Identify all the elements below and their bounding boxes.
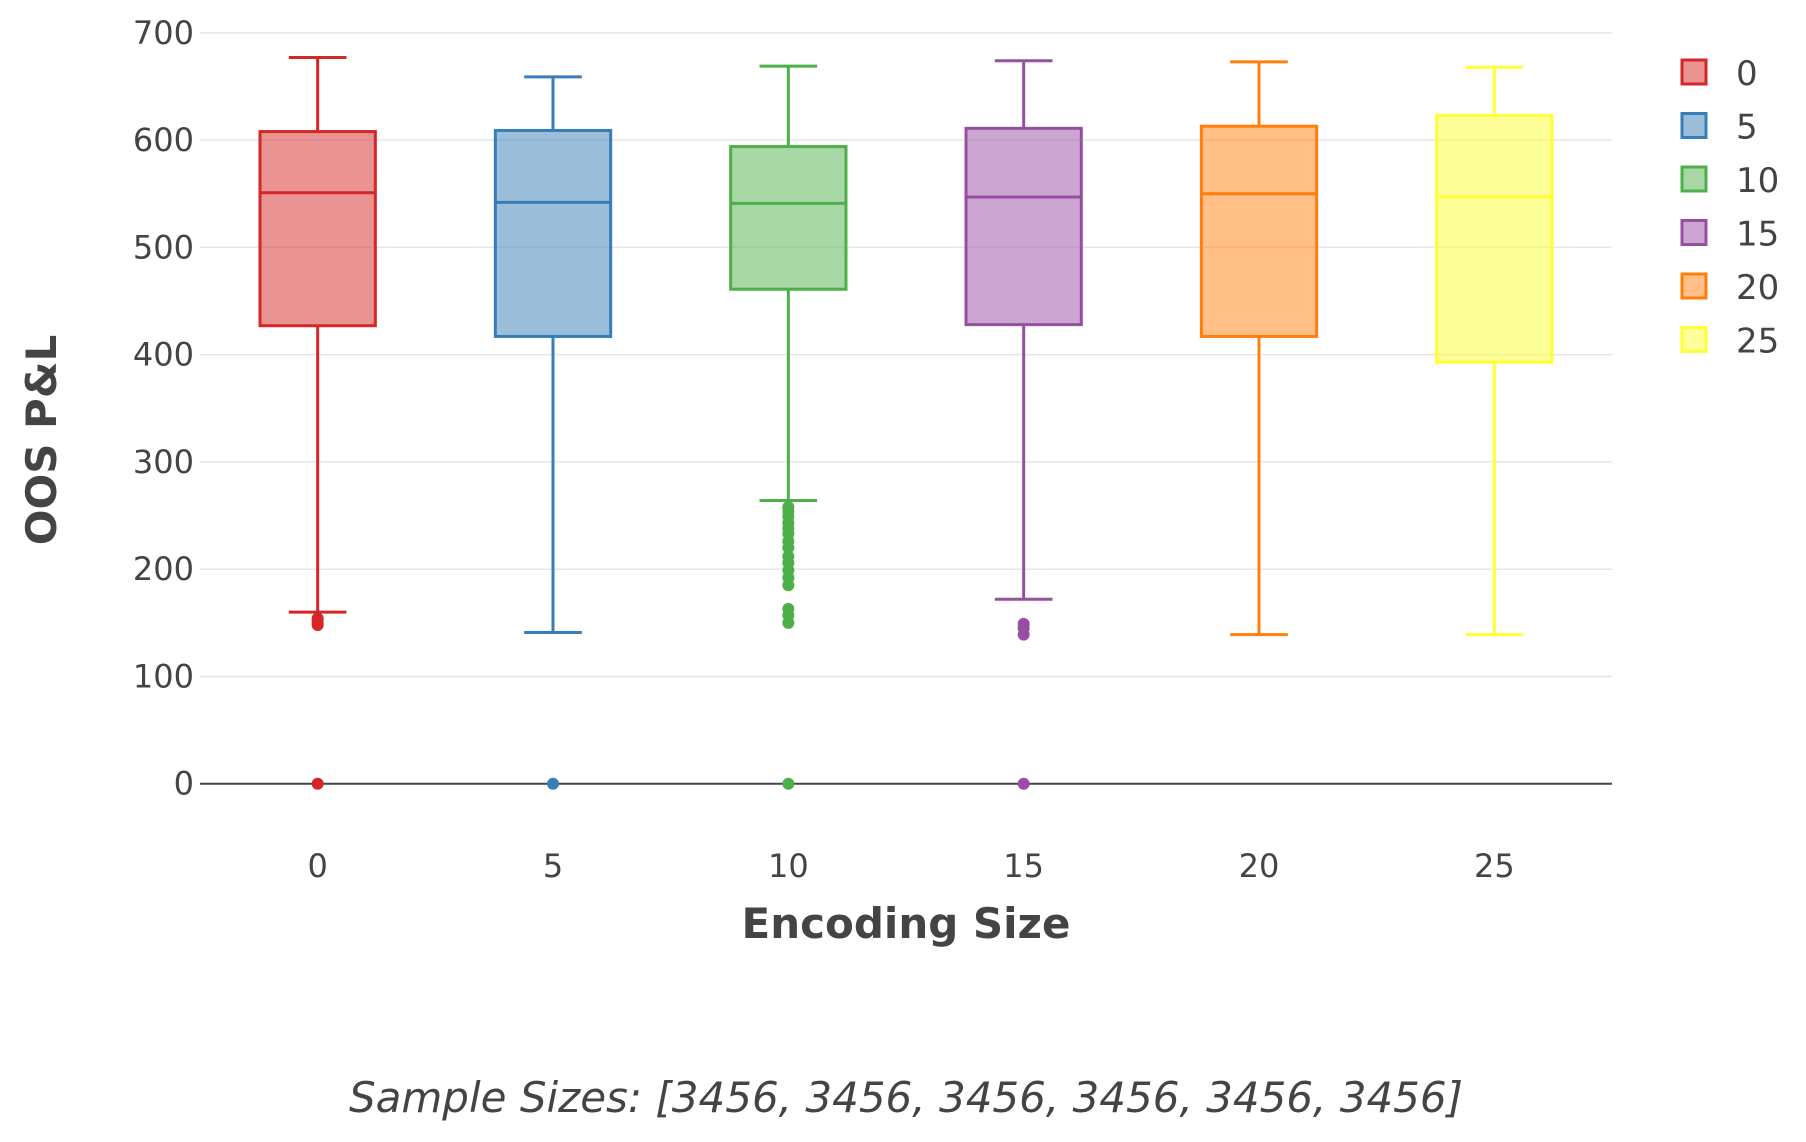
box-body (1435, 113, 1554, 364)
outlier-point (311, 612, 324, 625)
legend-swatch (1680, 219, 1708, 246)
y-tick-label: 200 (133, 550, 194, 588)
legend-label: 5 (1736, 108, 1758, 148)
outlier-point (311, 777, 324, 790)
y-tick-label: 700 (133, 14, 194, 52)
box-0 (258, 56, 377, 790)
legend: 0 5 10 15 20 25 (1680, 54, 1779, 362)
y-tick-label: 0 (174, 765, 194, 803)
box-body (258, 130, 377, 328)
y-axis-ticks: 0 100 200 300 400 500 600 700 (133, 14, 194, 803)
legend-label: 25 (1736, 322, 1779, 362)
legend-label: 0 (1736, 54, 1758, 94)
x-tick-label: 15 (1003, 847, 1044, 885)
box-body (1199, 124, 1319, 338)
outlier-point (782, 616, 795, 629)
x-axis-title: Encoding Size (742, 899, 1071, 948)
box-15 (964, 59, 1083, 790)
x-tick-label: 10 (768, 847, 809, 885)
gridlines (200, 32, 1612, 785)
legend-swatch (1680, 272, 1708, 300)
legend-label: 15 (1736, 215, 1779, 255)
outlier-point (547, 777, 559, 790)
outlier-point (782, 777, 795, 790)
box-25 (1435, 65, 1554, 637)
box-10 (729, 64, 848, 790)
x-tick-label: 0 (307, 847, 327, 885)
legend-swatch (1680, 58, 1708, 86)
x-tick-label: 5 (543, 847, 563, 885)
sample-sizes-annotation: Sample Sizes: [3456, 3456, 3456, 3456, 3… (349, 1073, 1463, 1122)
box-body (964, 126, 1083, 327)
legend-label: 10 (1736, 161, 1779, 201)
box-body (493, 128, 613, 338)
x-axis-ticks: 0 5 10 15 20 25 (307, 847, 1514, 885)
outlier-point (782, 579, 795, 592)
y-axis-title: OOS P&L (17, 335, 66, 545)
box-series (258, 56, 1554, 790)
legend-label: 20 (1736, 268, 1779, 308)
box-body (729, 145, 848, 291)
y-tick-label: 400 (133, 336, 194, 374)
y-tick-label: 100 (133, 657, 194, 695)
y-tick-label: 500 (133, 228, 194, 266)
box-20 (1199, 60, 1319, 637)
legend-swatch (1680, 326, 1708, 353)
y-tick-label: 600 (133, 121, 194, 159)
outlier-point (1017, 628, 1030, 641)
y-tick-label: 300 (133, 443, 194, 481)
box-5 (493, 75, 613, 790)
legend-swatch (1680, 112, 1708, 139)
x-tick-label: 25 (1474, 847, 1515, 885)
legend-swatch (1680, 165, 1708, 193)
outlier-point (782, 541, 795, 554)
x-tick-label: 20 (1239, 847, 1280, 885)
outlier-point (1017, 777, 1030, 790)
